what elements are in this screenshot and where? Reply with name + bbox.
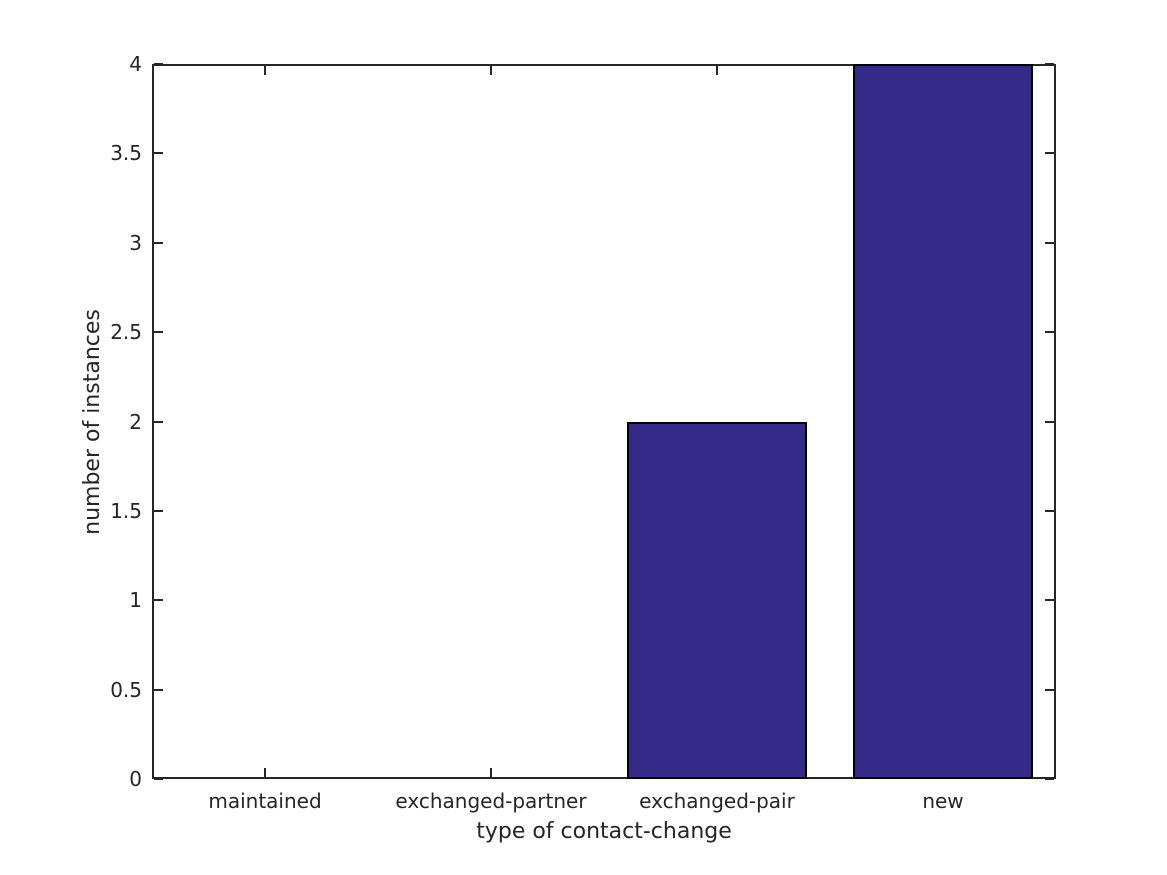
x-tick-top <box>716 66 718 75</box>
y-tick-right <box>1045 63 1054 65</box>
y-tick-left <box>154 241 163 244</box>
y-tick-right <box>1045 152 1054 155</box>
x-axis-label: type of contact-change <box>476 819 732 844</box>
x-tick-label: exchanged-pair <box>639 789 795 813</box>
y-tick-left <box>154 688 163 691</box>
y-tick-left <box>154 152 163 155</box>
y-tick-label: 1.5 <box>110 498 142 523</box>
x-tick-label: exchanged-partner <box>395 789 587 813</box>
y-tick-label: 2 <box>129 409 142 434</box>
y-tick-left <box>154 331 163 334</box>
y-tick-label: 1 <box>129 588 142 613</box>
y-tick-left <box>154 778 163 780</box>
y-tick-label: 4 <box>129 52 142 76</box>
y-tick-right <box>1045 509 1054 512</box>
x-tick-bottom <box>264 768 266 777</box>
y-tick-left <box>154 63 163 65</box>
y-tick-right <box>1045 241 1054 244</box>
y-tick-label: 0 <box>129 767 142 791</box>
x-tick-label: new <box>922 789 964 813</box>
x-tick-bottom <box>490 768 492 777</box>
bar-new <box>852 64 1034 779</box>
y-tick-right <box>1045 688 1054 691</box>
bar-exchanged-pair <box>626 421 808 779</box>
x-tick-top <box>490 66 492 75</box>
y-tick-left <box>154 509 163 512</box>
y-tick-left <box>154 420 163 423</box>
y-tick-right <box>1045 599 1054 602</box>
y-tick-right <box>1045 420 1054 423</box>
x-tick-top <box>264 66 266 75</box>
y-tick-right <box>1045 331 1054 334</box>
x-tick-label: maintained <box>208 789 322 813</box>
y-tick-label: 0.5 <box>110 677 142 702</box>
y-tick-label: 3 <box>129 230 142 255</box>
y-tick-label: 3.5 <box>110 141 142 166</box>
plot-area <box>152 64 1056 779</box>
y-tick-right <box>1045 778 1054 780</box>
y-tick-label: 2.5 <box>110 320 142 345</box>
y-tick-left <box>154 599 163 602</box>
